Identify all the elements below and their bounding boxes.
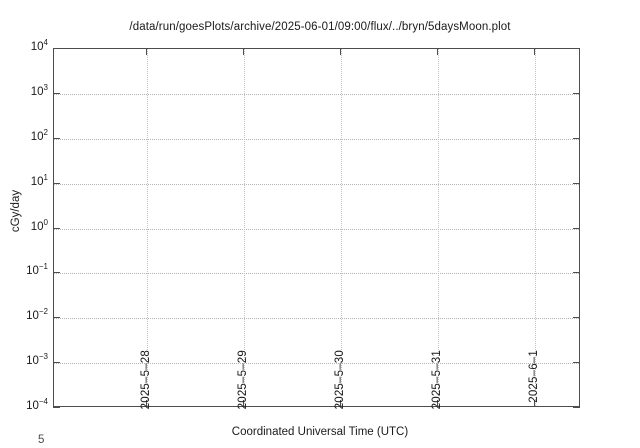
x-axis-tick [534,400,535,407]
clipped-edge-glyph: 5 [38,434,45,443]
y-axis-tick-label: 102 [30,127,48,143]
y-axis-label: cGy/day [10,189,22,233]
gridline-horizontal [54,273,579,275]
gridline-horizontal [54,138,579,140]
y-axis-tick [573,227,580,229]
y-axis-tick-label: 104 [30,38,48,53]
x-axis-tick-label: 2025–5–29 [237,350,249,410]
y-axis-tick [573,92,580,94]
gridline-vertical [147,49,148,406]
y-axis-tick [53,92,60,94]
y-axis-tick [53,182,60,184]
x-axis-tick [243,400,244,407]
x-axis-tick-label: 2025–5–31 [431,350,443,410]
y-axis-tick [53,272,60,274]
y-axis-tick [53,227,60,229]
x-axis-tick [243,48,244,55]
y-axis-tick-label: 100 [30,217,48,233]
chart-title: /data/run/goesPlots/archive/2025-06-01/0… [129,21,511,33]
y-axis-tick [53,407,60,408]
y-axis-tick [573,182,580,184]
x-axis-tick [146,48,147,55]
gridline-horizontal [54,93,579,95]
x-axis-tick [146,400,147,407]
plot-frame [53,48,580,407]
gridline-horizontal [54,228,579,230]
x-axis-tick-label: 2025–6–1 [528,350,540,403]
x-axis-tick [437,400,438,407]
x-axis-tick-label: 2025–5–28 [140,350,152,410]
gridline-vertical [535,49,536,406]
y-axis-tick [53,317,60,319]
x-axis-tick [437,48,438,55]
y-axis-tick [53,137,60,139]
y-axis-tick [573,362,580,364]
gridline-vertical [341,49,342,406]
x-axis-tick [340,48,341,55]
gridline-vertical [438,49,439,406]
y-axis-tick [573,317,580,319]
y-axis-tick-label: 101 [30,172,48,188]
y-axis-tick [53,48,60,49]
gridline-layer [54,49,579,406]
y-axis-tick [573,272,580,274]
gridline-horizontal [54,183,579,185]
y-axis-tick-label: 10−2 [26,307,48,323]
x-axis-label: Coordinated Universal Time (UTC) [231,426,409,438]
x-axis-tick [340,400,341,407]
y-axis-tick [573,407,580,408]
x-axis-tick [534,48,535,55]
y-axis-tick [53,362,60,364]
y-axis-tick-label: 10−3 [26,352,48,368]
gridline-horizontal [54,363,579,365]
y-axis-tick-label: 103 [30,83,48,98]
y-axis-tick [573,48,580,49]
y-axis-tick [573,137,580,139]
gridline-horizontal [54,318,579,320]
y-axis-tick-label: 10−4 [26,397,48,412]
x-axis-tick-label: 2025–5–30 [334,350,346,410]
gridline-vertical [244,49,245,406]
y-axis-tick-label: 10−1 [26,262,48,278]
